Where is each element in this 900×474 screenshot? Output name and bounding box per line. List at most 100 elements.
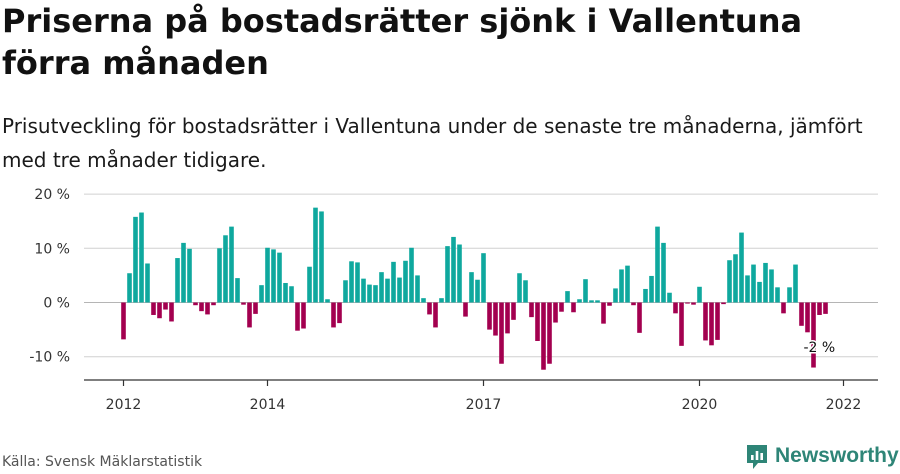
bar <box>151 302 156 315</box>
bar <box>697 286 702 303</box>
bar <box>607 302 612 306</box>
bar <box>529 302 534 318</box>
bar <box>343 280 348 303</box>
bar <box>145 263 150 303</box>
bar <box>661 242 666 303</box>
bar <box>133 216 138 303</box>
bar <box>169 302 174 322</box>
bar <box>481 253 486 303</box>
bar <box>277 252 282 303</box>
y-tick-label: 0 % <box>43 296 70 312</box>
bar <box>139 212 144 303</box>
bar <box>625 265 630 303</box>
bar <box>799 302 804 326</box>
bar <box>415 275 420 303</box>
chart-title: Priserna på bostadsrätter sjönk i Vallen… <box>2 2 803 82</box>
bar <box>805 302 810 333</box>
bar <box>217 248 222 303</box>
bar <box>619 269 624 303</box>
bar <box>517 273 522 303</box>
bar <box>649 275 654 303</box>
chart-subtitle: Prisutveckling för bostadsrätter i Valle… <box>2 114 863 172</box>
bar <box>193 302 198 306</box>
y-tick-label: -10 % <box>29 350 70 366</box>
bar <box>637 302 642 333</box>
bar <box>631 302 636 306</box>
bar <box>223 235 228 303</box>
bar <box>673 302 678 314</box>
bar <box>757 281 762 303</box>
bar <box>283 282 288 303</box>
bar <box>289 286 294 303</box>
bar <box>793 264 798 303</box>
newsworthy-logo[interactable]: Newsworthy <box>745 441 899 471</box>
bar <box>577 299 582 303</box>
bar <box>763 262 768 303</box>
bar <box>121 302 126 340</box>
x-tick-label: 2022 <box>826 397 862 413</box>
bar <box>187 248 192 303</box>
bar <box>433 302 438 328</box>
bar <box>385 278 390 303</box>
bar <box>715 302 720 340</box>
bar <box>325 299 330 303</box>
bar <box>349 261 354 303</box>
bar <box>235 278 240 303</box>
bar <box>775 287 780 303</box>
bar <box>739 232 744 303</box>
bar <box>685 302 690 304</box>
bar <box>421 298 426 303</box>
bar <box>643 288 648 303</box>
x-tick-label: 2017 <box>466 397 502 413</box>
bar <box>451 236 456 303</box>
bar <box>559 302 564 312</box>
bar <box>445 246 450 303</box>
bar <box>391 261 396 303</box>
bar <box>769 269 774 303</box>
bar <box>679 302 684 346</box>
x-tick-label: 2014 <box>250 397 286 413</box>
bar <box>667 292 672 303</box>
x-tick-label: 2012 <box>106 397 142 413</box>
y-tick-label: 20 % <box>34 187 70 203</box>
bar <box>253 302 258 314</box>
bar <box>157 302 162 319</box>
bar <box>307 266 312 303</box>
bar <box>703 302 708 341</box>
bar <box>439 298 444 303</box>
newsworthy-icon <box>747 444 767 469</box>
bar <box>721 302 726 305</box>
bar <box>409 247 414 303</box>
bar <box>355 262 360 303</box>
bar <box>319 211 324 303</box>
bar <box>241 302 246 305</box>
bar <box>337 302 342 324</box>
bar <box>259 285 264 303</box>
bar <box>505 302 510 334</box>
bar <box>373 285 378 303</box>
bar <box>211 302 216 306</box>
bar <box>313 207 318 303</box>
bar <box>781 302 786 314</box>
bar <box>493 302 498 336</box>
bar <box>745 275 750 303</box>
bar <box>523 280 528 303</box>
bar <box>379 272 384 303</box>
bar <box>565 291 570 303</box>
bar <box>823 302 828 314</box>
bar <box>205 302 210 315</box>
bar <box>733 254 738 303</box>
bar <box>175 258 180 303</box>
bar <box>331 302 336 328</box>
bar <box>463 302 468 317</box>
bar <box>655 226 660 303</box>
bar <box>535 302 540 341</box>
bar <box>457 244 462 303</box>
bar <box>427 302 432 315</box>
bar <box>367 284 372 303</box>
last-value-label: -2 % <box>804 340 836 356</box>
bar <box>397 277 402 303</box>
bar <box>601 302 606 324</box>
x-tick-label: 2020 <box>682 397 718 413</box>
